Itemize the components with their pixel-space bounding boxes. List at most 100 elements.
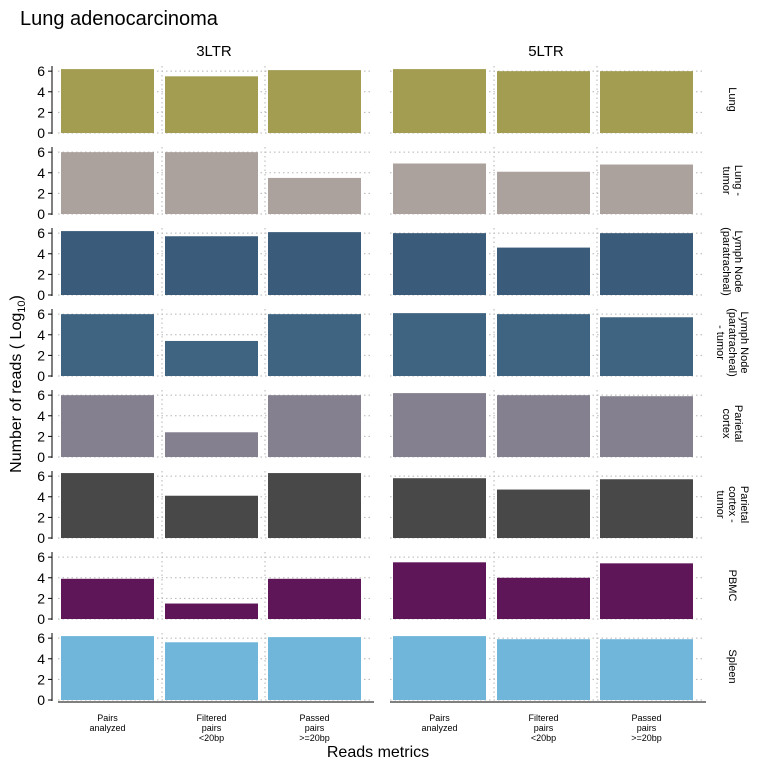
x-tick-label-line: Filtered: [528, 713, 558, 723]
bar: [497, 314, 590, 376]
bar: [268, 177, 361, 214]
row-strip-label-line: Lymph Node: [738, 312, 750, 374]
y-tick-label: 4: [37, 651, 45, 667]
y-tick-label: 6: [37, 549, 45, 565]
bar: [165, 152, 258, 214]
x-tick-label-line: <20bp: [199, 733, 224, 743]
y-tick-label: 4: [37, 489, 45, 505]
row-strip-label-line: cortex -: [726, 486, 738, 523]
bar: [393, 313, 486, 376]
bar: [165, 432, 258, 457]
bar: [393, 233, 486, 295]
bar: [497, 71, 590, 133]
y-tick-label: 0: [37, 206, 45, 222]
y-axis-label: Number of reads ( Log10): [8, 295, 28, 473]
bar: [497, 639, 590, 700]
row-strip-label-line: - tumor: [714, 325, 726, 360]
y-tick-label: 6: [37, 387, 45, 403]
x-tick-label-line: pairs: [202, 723, 222, 733]
row-strip-label-line: Parietal: [732, 405, 744, 442]
y-tick-label: 2: [37, 509, 45, 525]
y-tick-label: 6: [37, 225, 45, 241]
bar: [497, 489, 590, 538]
bar: [600, 317, 693, 376]
bar: [497, 395, 590, 457]
bar: [268, 473, 361, 538]
x-tick-label-line: Pairs: [429, 713, 450, 723]
x-tick-label-line: analyzed: [421, 723, 457, 733]
bar: [61, 314, 154, 376]
x-tick-label-line: <20bp: [531, 733, 556, 743]
bar: [165, 236, 258, 295]
y-tick-label: 0: [37, 449, 45, 465]
row-strip-label-line: Lymph Node: [732, 231, 744, 293]
y-tick-label: 4: [37, 165, 45, 181]
x-tick-label-line: analyzed: [89, 723, 125, 733]
x-tick-label-line: pairs: [534, 723, 554, 733]
x-tick-label: Filtered pairs <20bp: [196, 713, 226, 743]
bar: [393, 163, 486, 214]
bar: [497, 171, 590, 214]
row-strip-label: Lung: [726, 87, 738, 111]
bar: [61, 152, 154, 214]
y-tick-label: 0: [37, 692, 45, 708]
row-strip-label-line: (paratracheal): [726, 308, 738, 376]
bar: [165, 603, 258, 619]
y-tick-label: 0: [37, 530, 45, 546]
bar: [268, 314, 361, 376]
bar: [393, 393, 486, 457]
bar: [600, 233, 693, 295]
row-strip-label: Spleen: [726, 649, 738, 683]
x-tick-label: Pairs analyzed: [421, 713, 457, 733]
y-tick-label: 0: [37, 287, 45, 303]
y-tick-label: 2: [37, 671, 45, 687]
bar: [61, 636, 154, 700]
bar: [393, 478, 486, 538]
y-tick-label: 6: [37, 306, 45, 322]
y-tick-label: 4: [37, 408, 45, 424]
bar: [165, 642, 258, 700]
row-strip-label: PBMC: [726, 570, 738, 602]
bar: [600, 164, 693, 214]
x-tick-label: Passed pairs >=20bp: [631, 713, 662, 743]
y-tick-label: 4: [37, 84, 45, 100]
bar: [165, 76, 258, 133]
chart-title: Lung adenocarcinoma: [20, 8, 219, 30]
bar: [600, 396, 693, 457]
bar: [497, 247, 590, 295]
y-axis-label-subscript: 10: [16, 301, 28, 313]
bar: [497, 577, 590, 619]
bar: [268, 637, 361, 700]
bar: [268, 395, 361, 457]
bar: [268, 232, 361, 295]
bar: [600, 479, 693, 538]
row-strip-label-line: (paratracheal): [720, 227, 732, 295]
row-strip-label-line: tumor: [714, 490, 726, 518]
bar: [393, 69, 486, 133]
row-strip-label: Lymph Node(paratracheal)- tumor: [714, 308, 750, 376]
bar: [165, 495, 258, 538]
bar: [600, 71, 693, 133]
bar: [393, 636, 486, 700]
x-tick-label-line: Passed: [631, 713, 661, 723]
row-strip-label-line: cortex: [720, 409, 732, 439]
bar: [268, 578, 361, 619]
y-tick-label: 6: [37, 63, 45, 79]
row-strip-label-line: Spleen: [726, 649, 738, 683]
y-tick-label: 2: [37, 428, 45, 444]
row-strip-label: Lymph Node(paratracheal): [720, 227, 744, 295]
y-tick-label: 2: [37, 590, 45, 606]
y-tick-label: 6: [37, 630, 45, 646]
bar: [61, 395, 154, 457]
row-strip-label: Lung -tumor: [720, 165, 744, 197]
y-tick-label: 4: [37, 327, 45, 343]
bar: [61, 69, 154, 133]
y-tick-label: 6: [37, 468, 45, 484]
column-strip-label: 5LTR: [528, 43, 564, 60]
bar: [61, 578, 154, 619]
y-tick-label: 2: [37, 266, 45, 282]
x-tick-label: Passed pairs >=20bp: [299, 713, 330, 743]
x-tick-label-line: pairs: [637, 723, 657, 733]
bar: [600, 639, 693, 700]
y-axis-label-end: ): [8, 295, 25, 300]
